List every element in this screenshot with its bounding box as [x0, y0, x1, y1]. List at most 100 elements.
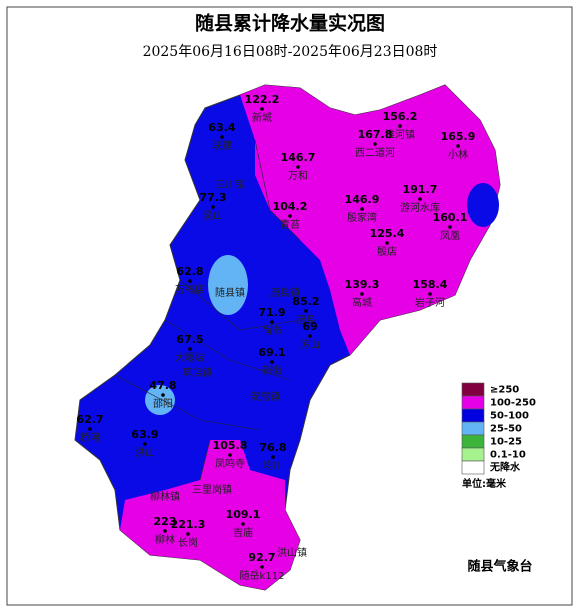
- station-value: 221.3: [171, 518, 206, 531]
- station-dot: [456, 144, 460, 148]
- station-dot: [428, 292, 432, 296]
- station-dot: [373, 142, 377, 146]
- station-value: 92.7: [248, 551, 275, 564]
- station-name: 凤鸣寺: [215, 457, 245, 470]
- legend-swatch: [461, 408, 485, 423]
- station-value: 109.1: [226, 508, 261, 521]
- station-dot: [448, 225, 452, 229]
- station-name: 洪山: [135, 447, 155, 459]
- legend-label: 10-25: [490, 437, 522, 448]
- station-name: 万福店: [175, 283, 205, 296]
- station-dot: [271, 455, 275, 459]
- station-value: 158.4: [413, 278, 448, 291]
- title: 随县累计降水量实况图: [195, 12, 385, 35]
- legend-label: 100-250: [490, 398, 536, 409]
- legend-label: 无降水: [489, 461, 521, 474]
- place-name: 唐县镇: [270, 286, 300, 299]
- station-dot: [418, 197, 422, 201]
- station-dot: [304, 309, 308, 313]
- station-dot: [228, 453, 232, 457]
- legend-swatch: [461, 460, 485, 475]
- station-dot: [161, 393, 165, 397]
- station-value: 77.3: [199, 191, 226, 204]
- station-name: 殷店: [377, 245, 397, 258]
- station-name: 尚市: [262, 324, 282, 337]
- station-dot: [385, 241, 389, 245]
- subtitle: 2025年06月16日08时-2025年06月23日08时: [143, 44, 438, 60]
- station-name: 新城: [252, 111, 272, 124]
- station-name: 厉山: [300, 339, 320, 351]
- place-name: 柳林镇: [150, 490, 180, 503]
- station-dot: [211, 205, 215, 209]
- station-value: 125.4: [370, 227, 405, 240]
- heavy-rain-north: [240, 85, 500, 355]
- legend-swatch: [461, 447, 485, 462]
- township-borders: [114, 139, 301, 481]
- station-value: 71.9: [258, 306, 285, 319]
- legend-swatch: [461, 395, 485, 410]
- station-value: 139.3: [345, 278, 380, 291]
- station-value: 165.9: [441, 130, 476, 143]
- regions: [74, 84, 501, 591]
- station-value: 104.2: [273, 200, 308, 213]
- station-dot: [260, 107, 264, 111]
- place-name: 随县镇: [215, 286, 245, 299]
- station-dot: [288, 214, 292, 218]
- legend-swatch: [461, 382, 485, 397]
- station-name: 长岗: [178, 537, 198, 549]
- light-patch: [145, 385, 175, 415]
- station-name: 桥河: [80, 432, 100, 444]
- east-blue-patch: [467, 183, 499, 227]
- place-name: 三川镇: [215, 178, 245, 191]
- station-dot: [88, 427, 92, 431]
- station-dot: [308, 334, 312, 338]
- station-dot: [398, 124, 402, 128]
- station-value: 62.7: [76, 413, 103, 426]
- station-name: 殷家湾: [347, 211, 377, 224]
- station-name: 青苔: [280, 218, 300, 231]
- station-dot: [188, 279, 192, 283]
- station-value: 69: [302, 320, 317, 333]
- station-value: 105.8: [213, 439, 248, 452]
- legend-swatch: [461, 421, 485, 436]
- legend-unit: 单位:毫米: [462, 477, 507, 490]
- station-name: 均川: [263, 460, 283, 472]
- station-dot: [220, 135, 224, 139]
- station-name: 万和: [288, 170, 308, 182]
- station-name: 游河水库: [400, 201, 440, 214]
- station-dot: [270, 360, 274, 364]
- station-value: 67.5: [176, 333, 203, 346]
- station-value: 191.7: [403, 183, 438, 196]
- station-dot: [188, 347, 192, 351]
- agency: 随县气象台: [467, 559, 532, 575]
- legend-label: 50-100: [490, 411, 529, 422]
- station-name: 高城: [352, 296, 372, 309]
- heavy-rain-south: [120, 440, 300, 590]
- station-name: 邵阳: [153, 398, 173, 410]
- station-value: 62.8: [176, 265, 203, 278]
- station-dot: [360, 207, 364, 211]
- station-dot: [143, 442, 147, 446]
- station-value: 63.9: [131, 428, 158, 441]
- station-name: 吉庙: [233, 526, 253, 539]
- legend-label: 25-50: [490, 424, 522, 435]
- station-value: 47.8: [149, 379, 176, 392]
- station-name: 西二道河: [355, 146, 395, 159]
- station-name: 凤凰: [440, 230, 460, 242]
- station-dot: [260, 565, 264, 569]
- station-value: 63.4: [208, 121, 235, 134]
- place-name: 草店镇: [182, 366, 212, 379]
- station-dot: [163, 529, 167, 533]
- station-name: 岩子河: [415, 296, 445, 309]
- place-name: 洪山镇: [277, 546, 307, 559]
- station-name: 大堰坡: [175, 351, 205, 364]
- station-dot: [270, 320, 274, 324]
- station-name: 淮河镇: [385, 128, 415, 141]
- station-name: 联建: [212, 139, 232, 152]
- station-value: 85.2: [292, 295, 319, 308]
- station-name: 柳林: [155, 533, 175, 546]
- station-value: 76.8: [259, 441, 286, 454]
- station-dot: [241, 522, 245, 526]
- station-name: 随岳k112: [240, 569, 285, 582]
